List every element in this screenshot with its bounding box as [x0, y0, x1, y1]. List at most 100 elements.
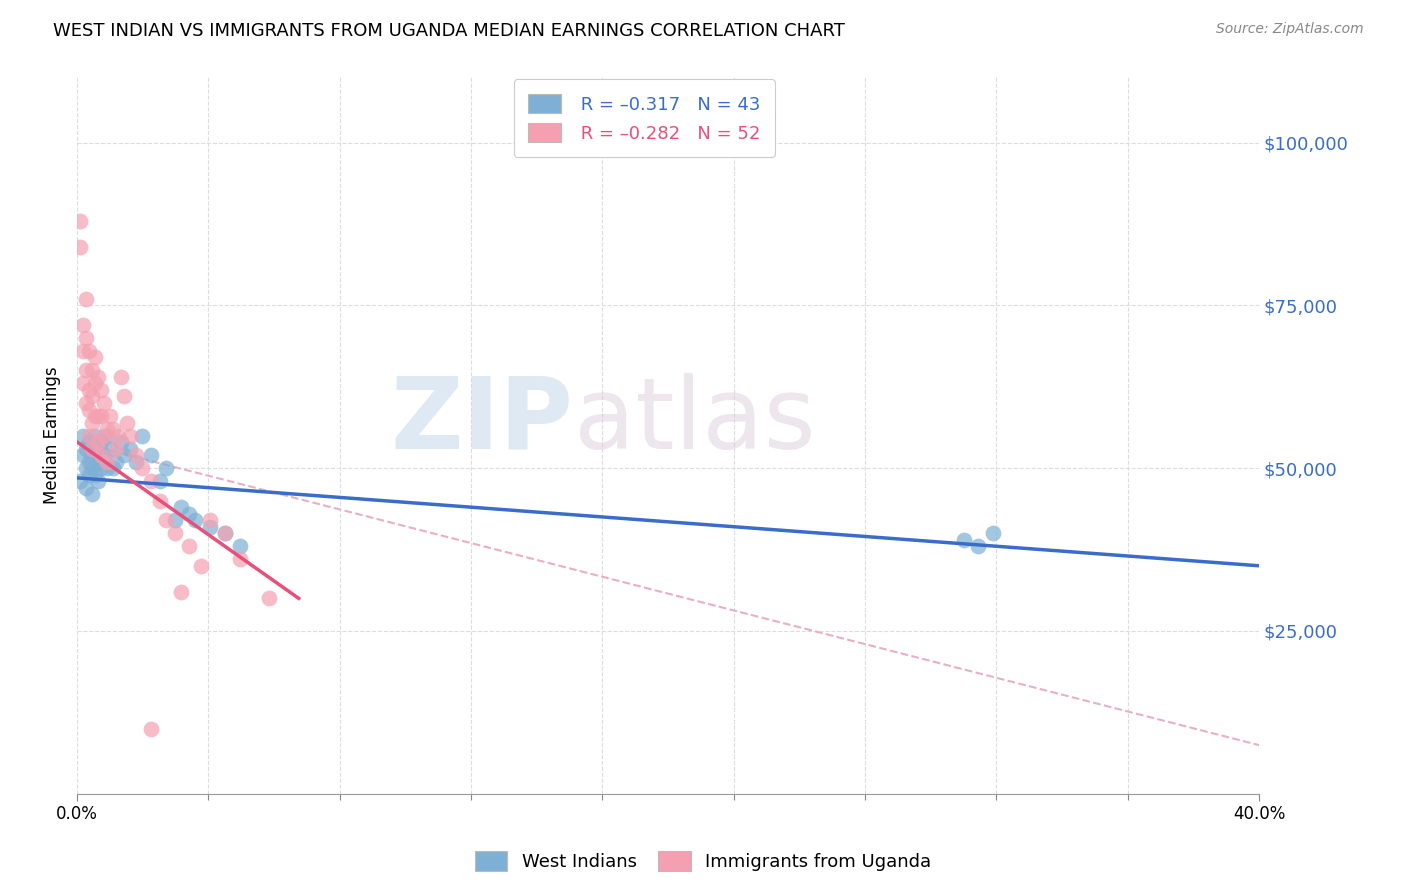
Point — [190, 558, 212, 573]
Text: atlas: atlas — [574, 373, 815, 470]
Point — [75, 396, 97, 410]
Point — [96, 422, 118, 436]
Point — [90, 448, 112, 462]
Point — [80, 416, 103, 430]
Point — [75, 442, 97, 456]
Point — [72, 428, 94, 442]
Point — [120, 442, 142, 456]
Point — [110, 435, 132, 450]
Point — [72, 448, 94, 462]
Point — [80, 442, 103, 456]
Point — [90, 461, 112, 475]
Point — [952, 533, 974, 547]
Point — [131, 461, 153, 475]
Point — [198, 513, 221, 527]
Point — [96, 454, 118, 468]
Point — [163, 513, 186, 527]
Point — [87, 474, 110, 488]
Point — [981, 526, 1004, 541]
Point — [98, 409, 121, 423]
Point — [77, 467, 100, 482]
Point — [169, 500, 191, 515]
Point — [87, 370, 110, 384]
Point — [107, 428, 129, 442]
Point — [198, 519, 221, 533]
Point — [83, 376, 105, 391]
Point — [104, 454, 127, 468]
Point — [125, 454, 148, 468]
Point — [69, 474, 91, 488]
Point — [149, 474, 172, 488]
Point — [93, 428, 115, 442]
Point — [80, 461, 103, 475]
Point — [87, 409, 110, 423]
Point — [77, 343, 100, 358]
Point — [101, 461, 124, 475]
Point — [83, 351, 105, 365]
Point — [80, 487, 103, 501]
Point — [75, 331, 97, 345]
Point — [139, 474, 162, 488]
Point — [163, 526, 186, 541]
Point — [80, 363, 103, 377]
Point — [228, 552, 250, 566]
Point — [75, 363, 97, 377]
Legend:  R = –0.317   N = 43,  R = –0.282   N = 52: R = –0.317 N = 43, R = –0.282 N = 52 — [513, 79, 775, 157]
Point — [90, 409, 112, 423]
Point — [83, 409, 105, 423]
Point — [77, 454, 100, 468]
Point — [77, 383, 100, 397]
Point — [72, 376, 94, 391]
Point — [93, 448, 115, 462]
Point — [83, 467, 105, 482]
Point — [77, 428, 100, 442]
Point — [93, 396, 115, 410]
Point — [139, 448, 162, 462]
Point — [101, 422, 124, 436]
Point — [77, 402, 100, 417]
Point — [90, 435, 112, 450]
Point — [112, 389, 135, 403]
Point — [75, 481, 97, 495]
Point — [87, 454, 110, 468]
Point — [228, 539, 250, 553]
Text: ZIP: ZIP — [391, 373, 574, 470]
Point — [98, 442, 121, 456]
Point — [257, 591, 280, 606]
Point — [72, 343, 94, 358]
Point — [110, 370, 132, 384]
Point — [87, 435, 110, 450]
Point — [90, 383, 112, 397]
Point — [80, 448, 103, 462]
Point — [96, 461, 118, 475]
Point — [155, 461, 177, 475]
Point — [149, 493, 172, 508]
Point — [69, 213, 91, 227]
Point — [83, 442, 105, 456]
Point — [75, 461, 97, 475]
Y-axis label: Median Earnings: Median Earnings — [44, 367, 60, 504]
Point — [155, 513, 177, 527]
Point — [72, 318, 94, 332]
Point — [69, 240, 91, 254]
Legend: West Indians, Immigrants from Uganda: West Indians, Immigrants from Uganda — [467, 844, 939, 879]
Point — [80, 389, 103, 403]
Point — [169, 584, 191, 599]
Point — [75, 292, 97, 306]
Point — [179, 507, 201, 521]
Point — [96, 428, 118, 442]
Point — [125, 448, 148, 462]
Point — [104, 442, 127, 456]
Point — [112, 448, 135, 462]
Point — [184, 513, 207, 527]
Text: Source: ZipAtlas.com: Source: ZipAtlas.com — [1216, 22, 1364, 37]
Point — [131, 428, 153, 442]
Point — [117, 416, 139, 430]
Point — [967, 539, 990, 553]
Point — [83, 428, 105, 442]
Point — [120, 428, 142, 442]
Point — [139, 722, 162, 736]
Point — [179, 539, 201, 553]
Point — [77, 435, 100, 450]
Text: WEST INDIAN VS IMMIGRANTS FROM UGANDA MEDIAN EARNINGS CORRELATION CHART: WEST INDIAN VS IMMIGRANTS FROM UGANDA ME… — [53, 22, 845, 40]
